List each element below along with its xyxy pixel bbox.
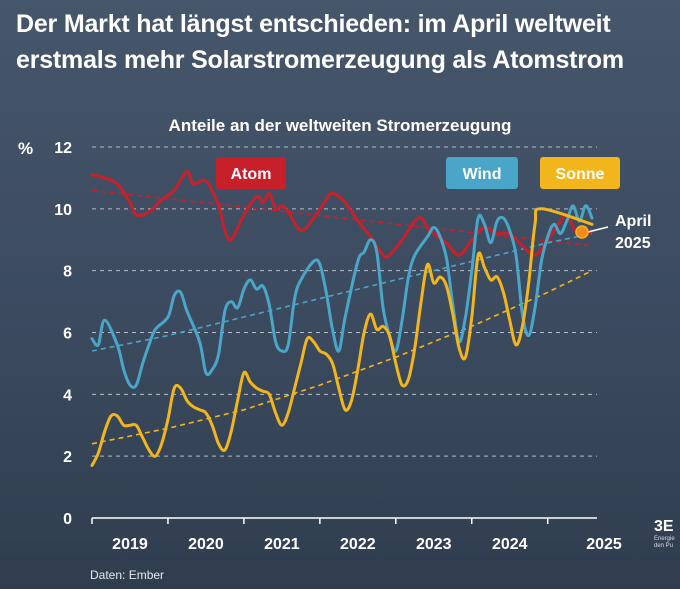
annotation-label-line2: 2025 [615, 235, 651, 252]
y-tick-labels: 0 2 4 6 8 10 12 [54, 140, 72, 528]
series-line-sonne [90, 207, 594, 467]
x-tick-label-2024: 2024 [492, 536, 528, 553]
legend-sonne: Sonne [540, 157, 620, 189]
legend-wind-label: Wind [463, 166, 502, 183]
y-tick-label-6: 6 [63, 326, 72, 343]
y-axis-unit-label: % [18, 139, 33, 158]
legend-sonne-box [540, 157, 620, 189]
logo-subtext-1: Energie [654, 536, 675, 542]
y-tick-label-2: 2 [63, 449, 72, 466]
x-tick-label-2019: 2019 [112, 536, 148, 553]
headline: Der Markt hat längst entschieden: im Apr… [16, 6, 676, 78]
legend-wind: Wind [446, 157, 518, 189]
legend-atom: Atom [216, 157, 286, 189]
data-series [90, 170, 594, 467]
annotation-marker [575, 225, 589, 239]
x-tick-label-2025: 2025 [586, 536, 622, 553]
headline-line2: erstmals mehr Solarstromerzeugung als At… [16, 46, 624, 74]
legend-sonne-label: Sonne [556, 166, 605, 183]
y-tick-label-0: 0 [63, 511, 72, 528]
x-tick-label-2021: 2021 [264, 536, 300, 553]
legend-wind-box [446, 157, 518, 189]
chart-title: Anteile an der weltweiten Stromerzeugung [168, 116, 512, 135]
x-tick-labels: 2019 2020 2021 2022 2023 2024 2025 [91, 518, 622, 553]
y-tick-label-4: 4 [63, 387, 72, 404]
legend-atom-box [216, 157, 286, 189]
trend-line-sonne [91, 269, 593, 445]
logo-mark: 3E [654, 518, 674, 535]
trend-line-atom [91, 189, 593, 247]
y-tick-label-12: 12 [54, 140, 72, 157]
trend-line-wind [91, 232, 593, 352]
series-line-atom [90, 170, 594, 259]
headline-line1: Der Markt hat längst entschieden: im Apr… [16, 10, 611, 38]
y-tick-label-10: 10 [54, 202, 72, 219]
x-tick-label-2020: 2020 [188, 536, 224, 553]
3e-logo: 3E Energie den Pu [654, 518, 680, 562]
april-2025-annotation: April 2025 [575, 213, 651, 252]
trend-lines [91, 189, 593, 445]
series-line-wind [90, 204, 594, 389]
legend-atom-label: Atom [231, 166, 272, 183]
logo-subtext-2: den Pu [654, 543, 674, 549]
x-tick-label-2023: 2023 [416, 536, 452, 553]
y-tick-label-8: 8 [63, 264, 72, 281]
annotation-label-line1: April [615, 213, 651, 230]
x-tick-label-2022: 2022 [340, 536, 376, 553]
data-source: Daten: Ember [90, 568, 165, 582]
